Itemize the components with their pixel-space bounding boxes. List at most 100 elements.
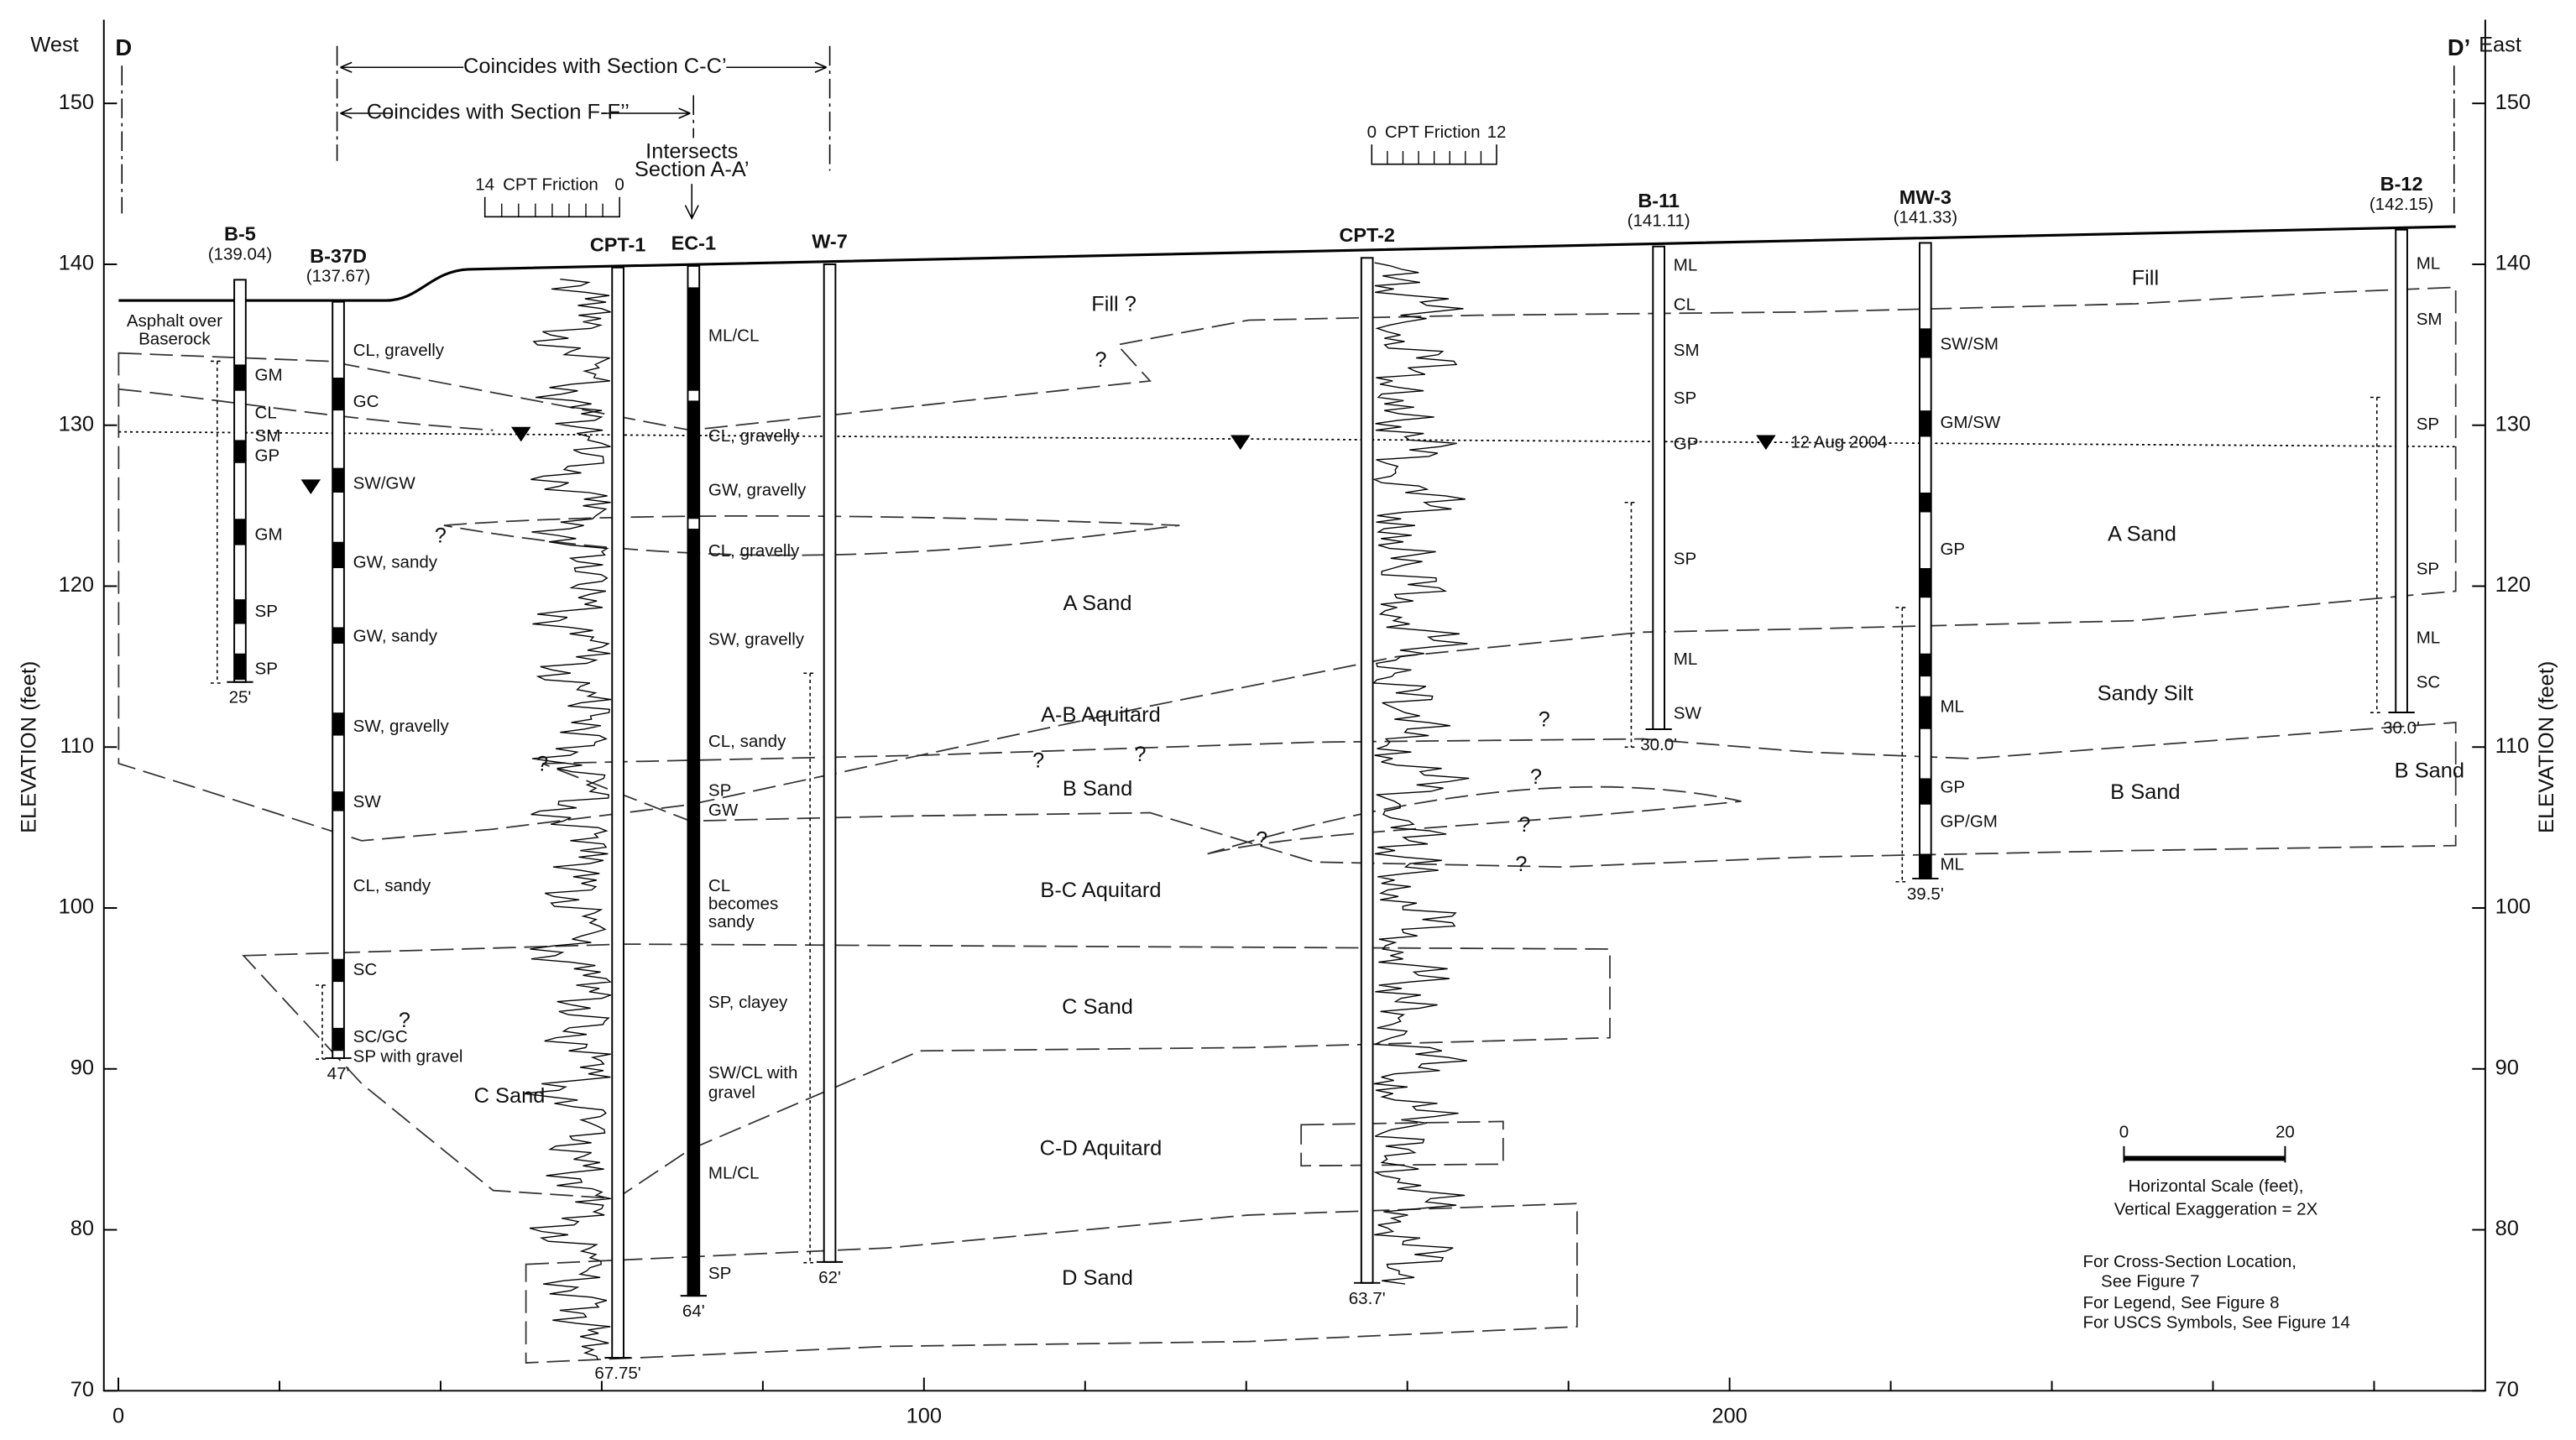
soil-label: SM: [255, 426, 281, 446]
boring-column: [332, 300, 345, 1059]
soil-label: ML: [1674, 255, 1698, 274]
frame: [102, 19, 2486, 1392]
sample-interval: [332, 958, 344, 983]
y-tick-label: 80: [2495, 1217, 2519, 1240]
soil-label: GM/SW: [1940, 413, 2000, 432]
soil-label: SW/CL with: [708, 1063, 797, 1083]
sample-interval: [234, 440, 246, 463]
y-tick-label: 150: [59, 91, 94, 114]
soil-label: GC: [353, 392, 379, 411]
note: For Cross-Section Location,: [2083, 1252, 2296, 1271]
sample-interval: [1920, 568, 1931, 598]
unit-label: A Sand: [2108, 523, 2176, 546]
boring-name: MW-3: [1899, 186, 1952, 208]
soil-label: SW: [1674, 704, 1702, 723]
note: For Legend, See Figure 8: [2083, 1293, 2280, 1312]
boring-column: [823, 263, 837, 1263]
soil-label: ML: [2417, 629, 2441, 648]
soil-label: CL: [1674, 295, 1696, 314]
soil-label: SP: [2417, 559, 2439, 578]
question-mark: ?: [435, 524, 447, 548]
soil-label: GP: [1940, 778, 1965, 797]
y-tick-label: 130: [2495, 412, 2531, 436]
soil-label: sandy: [708, 912, 755, 931]
cpt-scale-label: 14: [475, 175, 494, 195]
boring-name: B-37D: [310, 245, 367, 267]
soil-label: GP: [255, 446, 280, 465]
arrow: [340, 107, 691, 119]
soil-label: GP/GM: [1940, 812, 1997, 832]
question-mark: ?: [1530, 765, 1542, 789]
cpt-trace: [523, 278, 612, 1360]
screen: [803, 672, 817, 1264]
water-table: [118, 430, 2456, 448]
east-label: East: [2479, 34, 2521, 57]
question-mark: ?: [1518, 813, 1530, 837]
soil-label: CL, gravelly: [708, 426, 800, 446]
sample-interval: [332, 378, 344, 411]
annotation: Asphalt over: [127, 311, 222, 331]
unit-label: B-C Aquitard: [1040, 879, 1161, 902]
soil-label: SW, gravelly: [708, 630, 805, 650]
soil-label: SW, gravelly: [353, 717, 450, 736]
question-mark: ?: [1515, 853, 1527, 876]
soil-label: SC/GC: [353, 1027, 408, 1046]
scale-bar: [2124, 1156, 2286, 1161]
c-sand: [242, 943, 1611, 1200]
boring-depth: 25': [229, 688, 252, 707]
screen: [2370, 396, 2384, 713]
unit-label: A-B Aquitard: [1041, 703, 1161, 727]
sample-interval: [1920, 493, 1931, 513]
y-tick-label: 150: [2495, 91, 2531, 114]
water-date: 12 Aug 2004: [1790, 433, 1887, 452]
note: See Figure 7: [2101, 1272, 2200, 1291]
question-mark: ?: [1256, 828, 1267, 852]
soil-label: SP: [1674, 389, 1696, 408]
boring-depth: 64': [682, 1302, 705, 1321]
sample-interval: [1920, 410, 1931, 437]
x-tick-label: 200: [1711, 1404, 1747, 1427]
scale-caption: Horizontal Scale (feet),: [2129, 1177, 2304, 1196]
sample-interval: [1920, 328, 1931, 358]
sample-interval: [332, 1027, 344, 1051]
note: For USCS Symbols, See Figure 14: [2083, 1312, 2350, 1332]
boring-name: B-11: [1638, 190, 1680, 211]
soil-label: SM: [2417, 310, 2443, 329]
screen: [1895, 607, 1910, 883]
sample-interval: [332, 627, 344, 644]
sand-layers: [118, 286, 2457, 1364]
soil-label: CL, gravelly: [708, 541, 800, 561]
a-sand: [118, 286, 2457, 842]
soil-label: SW/GW: [353, 474, 416, 493]
sample-interval: [1920, 696, 1931, 729]
boring-depth: 30.0': [1640, 735, 1677, 754]
soil-label: SP: [2417, 415, 2439, 434]
soil-label: GP: [1674, 435, 1699, 454]
soil-label: ML: [1940, 855, 1964, 874]
boring: CPT-1 67.75': [590, 234, 646, 1383]
boring-depth: 67.75': [594, 1364, 640, 1383]
boring-elevation: (142.15): [2370, 195, 2433, 214]
soil-label: ML: [2417, 253, 2441, 273]
cpt-trace: [1372, 262, 1470, 1285]
soil-label: GW, sandy: [353, 627, 438, 646]
b-sand: [541, 721, 2457, 869]
y-tick-label: 130: [59, 412, 94, 436]
boring-name: W-7: [812, 231, 848, 253]
soil-label: SP with gravel: [353, 1047, 463, 1067]
unit-label: B Sand: [2395, 759, 2464, 782]
annotation: Section A-A’: [635, 158, 750, 181]
cpt-scale-label: 12: [1487, 123, 1507, 142]
boring: EC-1 64' ML/CL CL, gravelly GW, gravelly CL, …: [671, 232, 807, 1322]
boring-column: [1652, 245, 1665, 730]
unit-label: D Sand: [1062, 1266, 1133, 1290]
contact-line: [118, 388, 1742, 855]
boring: W-7 62': [803, 231, 848, 1287]
soil-label: ML/CL: [708, 1163, 759, 1182]
section-end: D’: [2448, 34, 2470, 60]
soil-label: SP: [708, 781, 731, 801]
annotation: Baserock: [138, 329, 211, 348]
screen: [1624, 501, 1638, 749]
